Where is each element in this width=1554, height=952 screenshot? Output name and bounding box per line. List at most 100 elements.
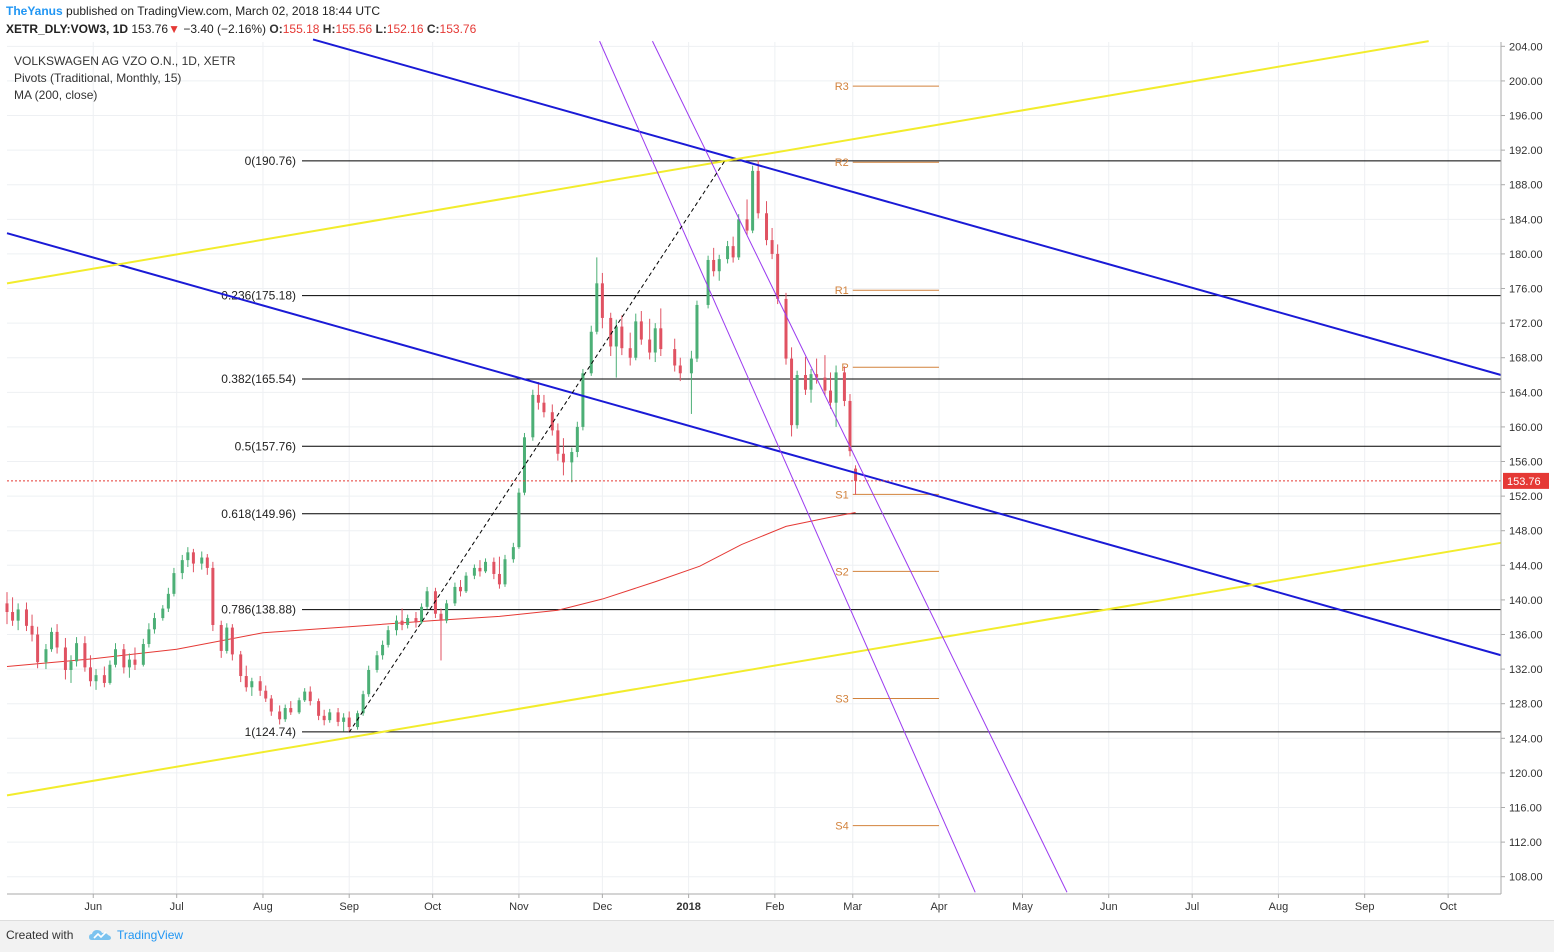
candle-body xyxy=(829,390,833,403)
candle-body xyxy=(394,620,398,631)
x-tick-label: May xyxy=(1012,901,1033,913)
candle-body xyxy=(161,608,165,619)
candle-body xyxy=(726,246,730,260)
candle-body xyxy=(127,659,131,668)
x-tick-label: Sep xyxy=(339,901,359,913)
candle-body xyxy=(141,644,145,665)
candle-body xyxy=(575,426,579,452)
candle-body xyxy=(50,631,54,650)
pivot-label: P xyxy=(841,362,848,374)
open-value: 155.18 xyxy=(282,22,320,36)
last-price-tag-label: 153.76 xyxy=(1507,476,1541,488)
candle-body xyxy=(445,603,449,621)
x-tick-label: Sep xyxy=(1355,901,1375,913)
x-tick-label: 2018 xyxy=(676,901,700,913)
candle-body xyxy=(639,321,643,340)
candle-body xyxy=(517,492,521,548)
legend-ma: MA (200, close) xyxy=(14,88,97,102)
chart-header: TheYanus published on TradingView.com, M… xyxy=(0,0,1554,42)
candle-body xyxy=(776,253,780,299)
candle-body xyxy=(219,624,223,651)
x-tick-label: Feb xyxy=(765,901,784,913)
candle-body xyxy=(511,547,515,560)
open-label: O: xyxy=(269,22,283,36)
candle-body xyxy=(803,375,807,390)
x-tick-label: Dec xyxy=(593,901,613,913)
candle-body xyxy=(211,567,215,625)
candle-body xyxy=(673,349,677,366)
candle-body xyxy=(225,627,229,651)
candle-body xyxy=(765,213,769,241)
candle-body xyxy=(464,575,468,592)
candle-body xyxy=(595,283,599,332)
created-with-text: Created with xyxy=(6,928,74,942)
y-tick-label: 116.00 xyxy=(1509,803,1542,815)
candle-body xyxy=(114,649,118,665)
candle-body xyxy=(108,664,112,683)
candle-body xyxy=(308,691,312,702)
candle-body xyxy=(133,659,137,665)
candle-body xyxy=(166,593,170,609)
candle-body xyxy=(244,676,248,688)
candle-body xyxy=(361,694,365,714)
candle-body xyxy=(854,468,858,481)
candle-body xyxy=(695,304,699,359)
y-tick-label: 192.00 xyxy=(1509,145,1543,157)
candle-body xyxy=(191,552,195,564)
candle-body xyxy=(815,374,819,378)
candle-body xyxy=(745,219,749,231)
candle-body xyxy=(717,259,721,272)
candle-body xyxy=(439,613,443,621)
publish-line: TheYanus published on TradingView.com, M… xyxy=(6,4,380,18)
candle-body xyxy=(809,374,813,390)
candle-body xyxy=(11,612,15,621)
tradingview-link[interactable]: TradingView xyxy=(117,928,184,942)
candle-body xyxy=(425,591,429,607)
trendlines[interactable] xyxy=(6,38,1502,893)
candle-body xyxy=(375,655,379,670)
y-tick-label: 168.00 xyxy=(1509,353,1543,365)
candle-body xyxy=(269,698,273,712)
candle-body xyxy=(5,603,9,613)
pivot-label: S1 xyxy=(835,489,848,501)
candle-body xyxy=(205,557,209,568)
fibonacci-retracement[interactable]: 0(190.76) 0.236(175.18) 0.382(165.54) 0.5(1… xyxy=(221,154,1501,739)
candle-body xyxy=(94,675,98,682)
candle-body xyxy=(30,625,34,635)
x-tick-label: Mar xyxy=(843,901,862,913)
author-link[interactable]: TheYanus xyxy=(6,4,63,18)
candle-body xyxy=(848,400,852,452)
candle-body xyxy=(536,394,540,403)
chart-legend: VOLKSWAGEN AG VZO O.N., 1D, XETR Pivots … xyxy=(14,54,236,102)
y-tick-label: 204.00 xyxy=(1509,41,1543,53)
candle-body xyxy=(400,620,404,625)
candle-body xyxy=(250,681,254,688)
candle-body xyxy=(55,631,59,648)
y-axis-panel xyxy=(1501,42,1554,894)
candle-body xyxy=(784,298,788,359)
candle-body xyxy=(756,170,760,214)
candle-body xyxy=(264,690,268,699)
x-tick-label: Jul xyxy=(1185,901,1199,913)
y-tick-label: 144.00 xyxy=(1509,560,1543,572)
candle-body xyxy=(712,259,716,272)
candle-body xyxy=(386,630,390,645)
ohlc-line: XETR_DLY:VOW3, 1D 153.76▼ −3.40 (−2.16%)… xyxy=(6,22,476,36)
candle-body xyxy=(44,649,48,663)
y-tick-label: 132.00 xyxy=(1509,664,1543,676)
candle-body xyxy=(328,712,332,721)
x-tick-label: Jun xyxy=(84,901,102,913)
fib-anchor-dashed-line xyxy=(348,160,726,733)
low-label: L: xyxy=(375,22,387,36)
candle-body xyxy=(180,560,184,574)
y-tick-label: 164.00 xyxy=(1509,387,1543,399)
candle-body xyxy=(823,377,827,391)
candle-body xyxy=(303,691,307,701)
candle-body xyxy=(731,246,735,258)
tradingview-cloud-icon xyxy=(89,930,111,940)
trendline xyxy=(599,40,976,893)
x-tick-label: Apr xyxy=(930,901,947,913)
x-tick-label: Oct xyxy=(1440,901,1457,913)
trendline xyxy=(6,541,1502,797)
